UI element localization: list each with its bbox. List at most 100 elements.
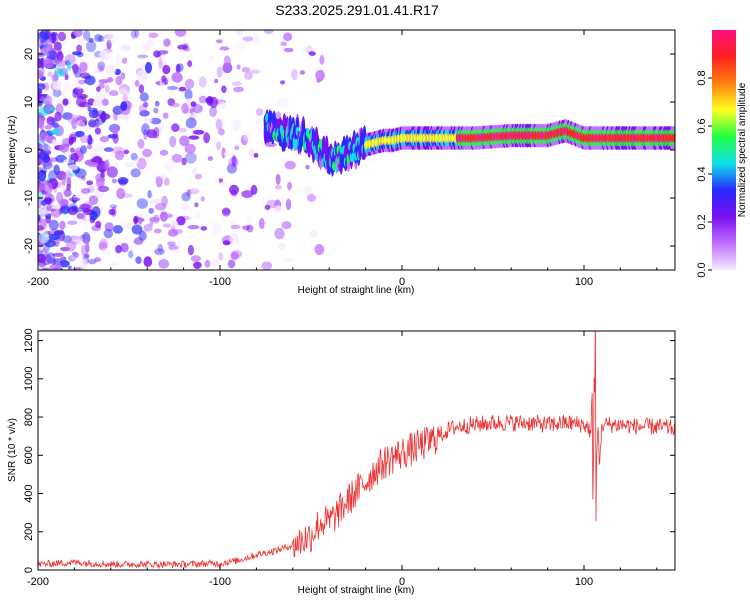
spectrogram-noise-blob [248, 147, 255, 158]
spectrogram-noise-blob [122, 93, 128, 103]
spectrogram-noise-blob [192, 129, 205, 135]
spectrogram-noise-blob [53, 164, 60, 175]
spectrogram-noise-blob [190, 101, 197, 107]
spectrogram-noise-blob [83, 75, 92, 80]
spectrogram-noise-blob [218, 252, 224, 261]
spectrogram-noise-blob [38, 232, 50, 244]
spectrogram-noise-blob [59, 184, 66, 193]
y-tick-label: -20 [23, 238, 35, 254]
spectrogram-noise-blob [42, 143, 48, 149]
spectrogram-noise-blob [136, 198, 148, 209]
spectrogram-noise-blob [94, 127, 101, 135]
spectrogram-noise-blob [87, 134, 93, 146]
spectrogram-noise-blob [147, 190, 152, 199]
spectrogram-noise-blob [161, 213, 174, 218]
spectrogram-noise-blob [61, 174, 66, 187]
spectrogram-noise-blob [153, 228, 162, 234]
spectrogram-noise-blob [181, 103, 189, 114]
spectrogram-noise-blob [180, 202, 190, 212]
spectrogram-noise-blob [38, 131, 50, 142]
spectrogram-noise-blob [176, 216, 186, 226]
y-tick-label: 600 [23, 446, 35, 464]
spectrogram-noise-blob [93, 144, 104, 153]
spectrogram-noise-blob [62, 98, 69, 106]
spectrogram-noise-blob [52, 80, 62, 91]
spectrogram-noise-blob [79, 61, 88, 73]
spectrogram-noise-blob [187, 225, 200, 230]
spectrogram-noise-blob [101, 98, 109, 106]
spectrogram-noise-blob [72, 63, 79, 74]
spectrogram-noise-blob [46, 252, 56, 264]
spectrogram-noise-blob [80, 258, 88, 270]
spectrogram-noise-blob [63, 159, 75, 164]
spectrogram-noise-blob [73, 252, 80, 258]
spectrogram-noise-blob [158, 258, 170, 269]
spectrogram-noise-blob [105, 64, 117, 75]
spectrogram-noise-blob [184, 143, 196, 154]
spectrogram-noise-blob [82, 207, 91, 213]
spectrogram-noise-blob [245, 215, 254, 223]
spectrogram-noise-blob [97, 35, 105, 42]
spectrogram-noise-blob [184, 78, 195, 90]
colorbar-tick-label: 0.4 [696, 166, 708, 181]
spectrogram-noise-blob [38, 88, 43, 95]
spectrogram-noise-blob [57, 31, 66, 42]
spectrogram-noise-blob [146, 129, 158, 139]
spectrogram-noise-blob [76, 44, 83, 53]
spectrogram-noise-blob [236, 43, 246, 50]
spectrogram-noise-blob [241, 66, 251, 73]
spectrogram-noise-blob [258, 217, 265, 230]
spectrogram-noise-blob [48, 233, 61, 240]
spectrogram-noise-blob [38, 94, 46, 99]
spectrogram-noise-blob [153, 50, 161, 58]
spectrogram-noise-blob [130, 152, 138, 161]
spectrogram-noise-blob [66, 240, 77, 252]
spectrogram-noise-blob [148, 207, 154, 214]
spectrogram-noise-blob [171, 153, 183, 163]
spectrogram-noise-blob [66, 61, 72, 71]
spectrogram-noise-blob [46, 117, 56, 125]
spectrogram-noise-blob [116, 188, 126, 199]
spectrogram-noise-blob [68, 265, 73, 270]
spectrogram-noise-blob [207, 156, 214, 161]
spectrogram-noise-blob [171, 123, 180, 132]
spectrogram-noise-blob [125, 222, 132, 229]
spectrogram-noise-blob [253, 152, 259, 158]
spectrogram-noise-blob [121, 57, 128, 64]
spectrogram-noise-blob [232, 119, 242, 131]
spectrogram-noise-blob [191, 112, 197, 120]
spectrogram-noise-blob [299, 70, 306, 75]
spectrogram-noise-blob [218, 128, 225, 136]
spectrogram-noise-blob [179, 135, 190, 147]
spectrogram-noise-blob [38, 150, 49, 160]
spectrogram-noise-blob [240, 134, 248, 146]
spectrogram-noise-blob [62, 112, 73, 120]
spectrogram-noise-blob [194, 173, 203, 180]
spectrogram-noise-blob [169, 135, 177, 148]
spectrogram-noise-blob [68, 172, 77, 177]
spectrogram-noise-blob [74, 77, 85, 90]
spectrogram-noise-blob [103, 147, 114, 152]
spectrogram-noise-blob [209, 106, 218, 118]
spectrogram-noise-blob [176, 240, 182, 249]
spectrogram-noise-blob [187, 244, 194, 256]
spectrogram-noise-blob [281, 221, 292, 230]
spectrogram-noise-blob [138, 216, 143, 225]
spectrogram-noise-blob [52, 88, 62, 98]
spectrogram-noise-blob [136, 213, 148, 218]
spectrogram-noise-blob [38, 58, 44, 69]
spectrogram-noise-blob [87, 106, 92, 112]
y-tick-label: 10 [23, 96, 35, 108]
spectrogram-noise-blob [96, 86, 101, 92]
spectrogram-noise-blob [44, 30, 50, 40]
spectrogram-noise-blob [53, 41, 62, 51]
spectrogram-noise-blob [211, 223, 222, 235]
spectrogram-noise-blob [119, 44, 131, 52]
spectrogram-noise-blob [95, 220, 102, 228]
spectrogram-noise-blob [82, 233, 91, 245]
spectrogram-noise-blob [255, 108, 264, 116]
spectrogram-noise-blob [275, 111, 282, 119]
spectrogram-noise-blob [115, 75, 123, 86]
spectrogram-noise-blob [168, 244, 179, 251]
